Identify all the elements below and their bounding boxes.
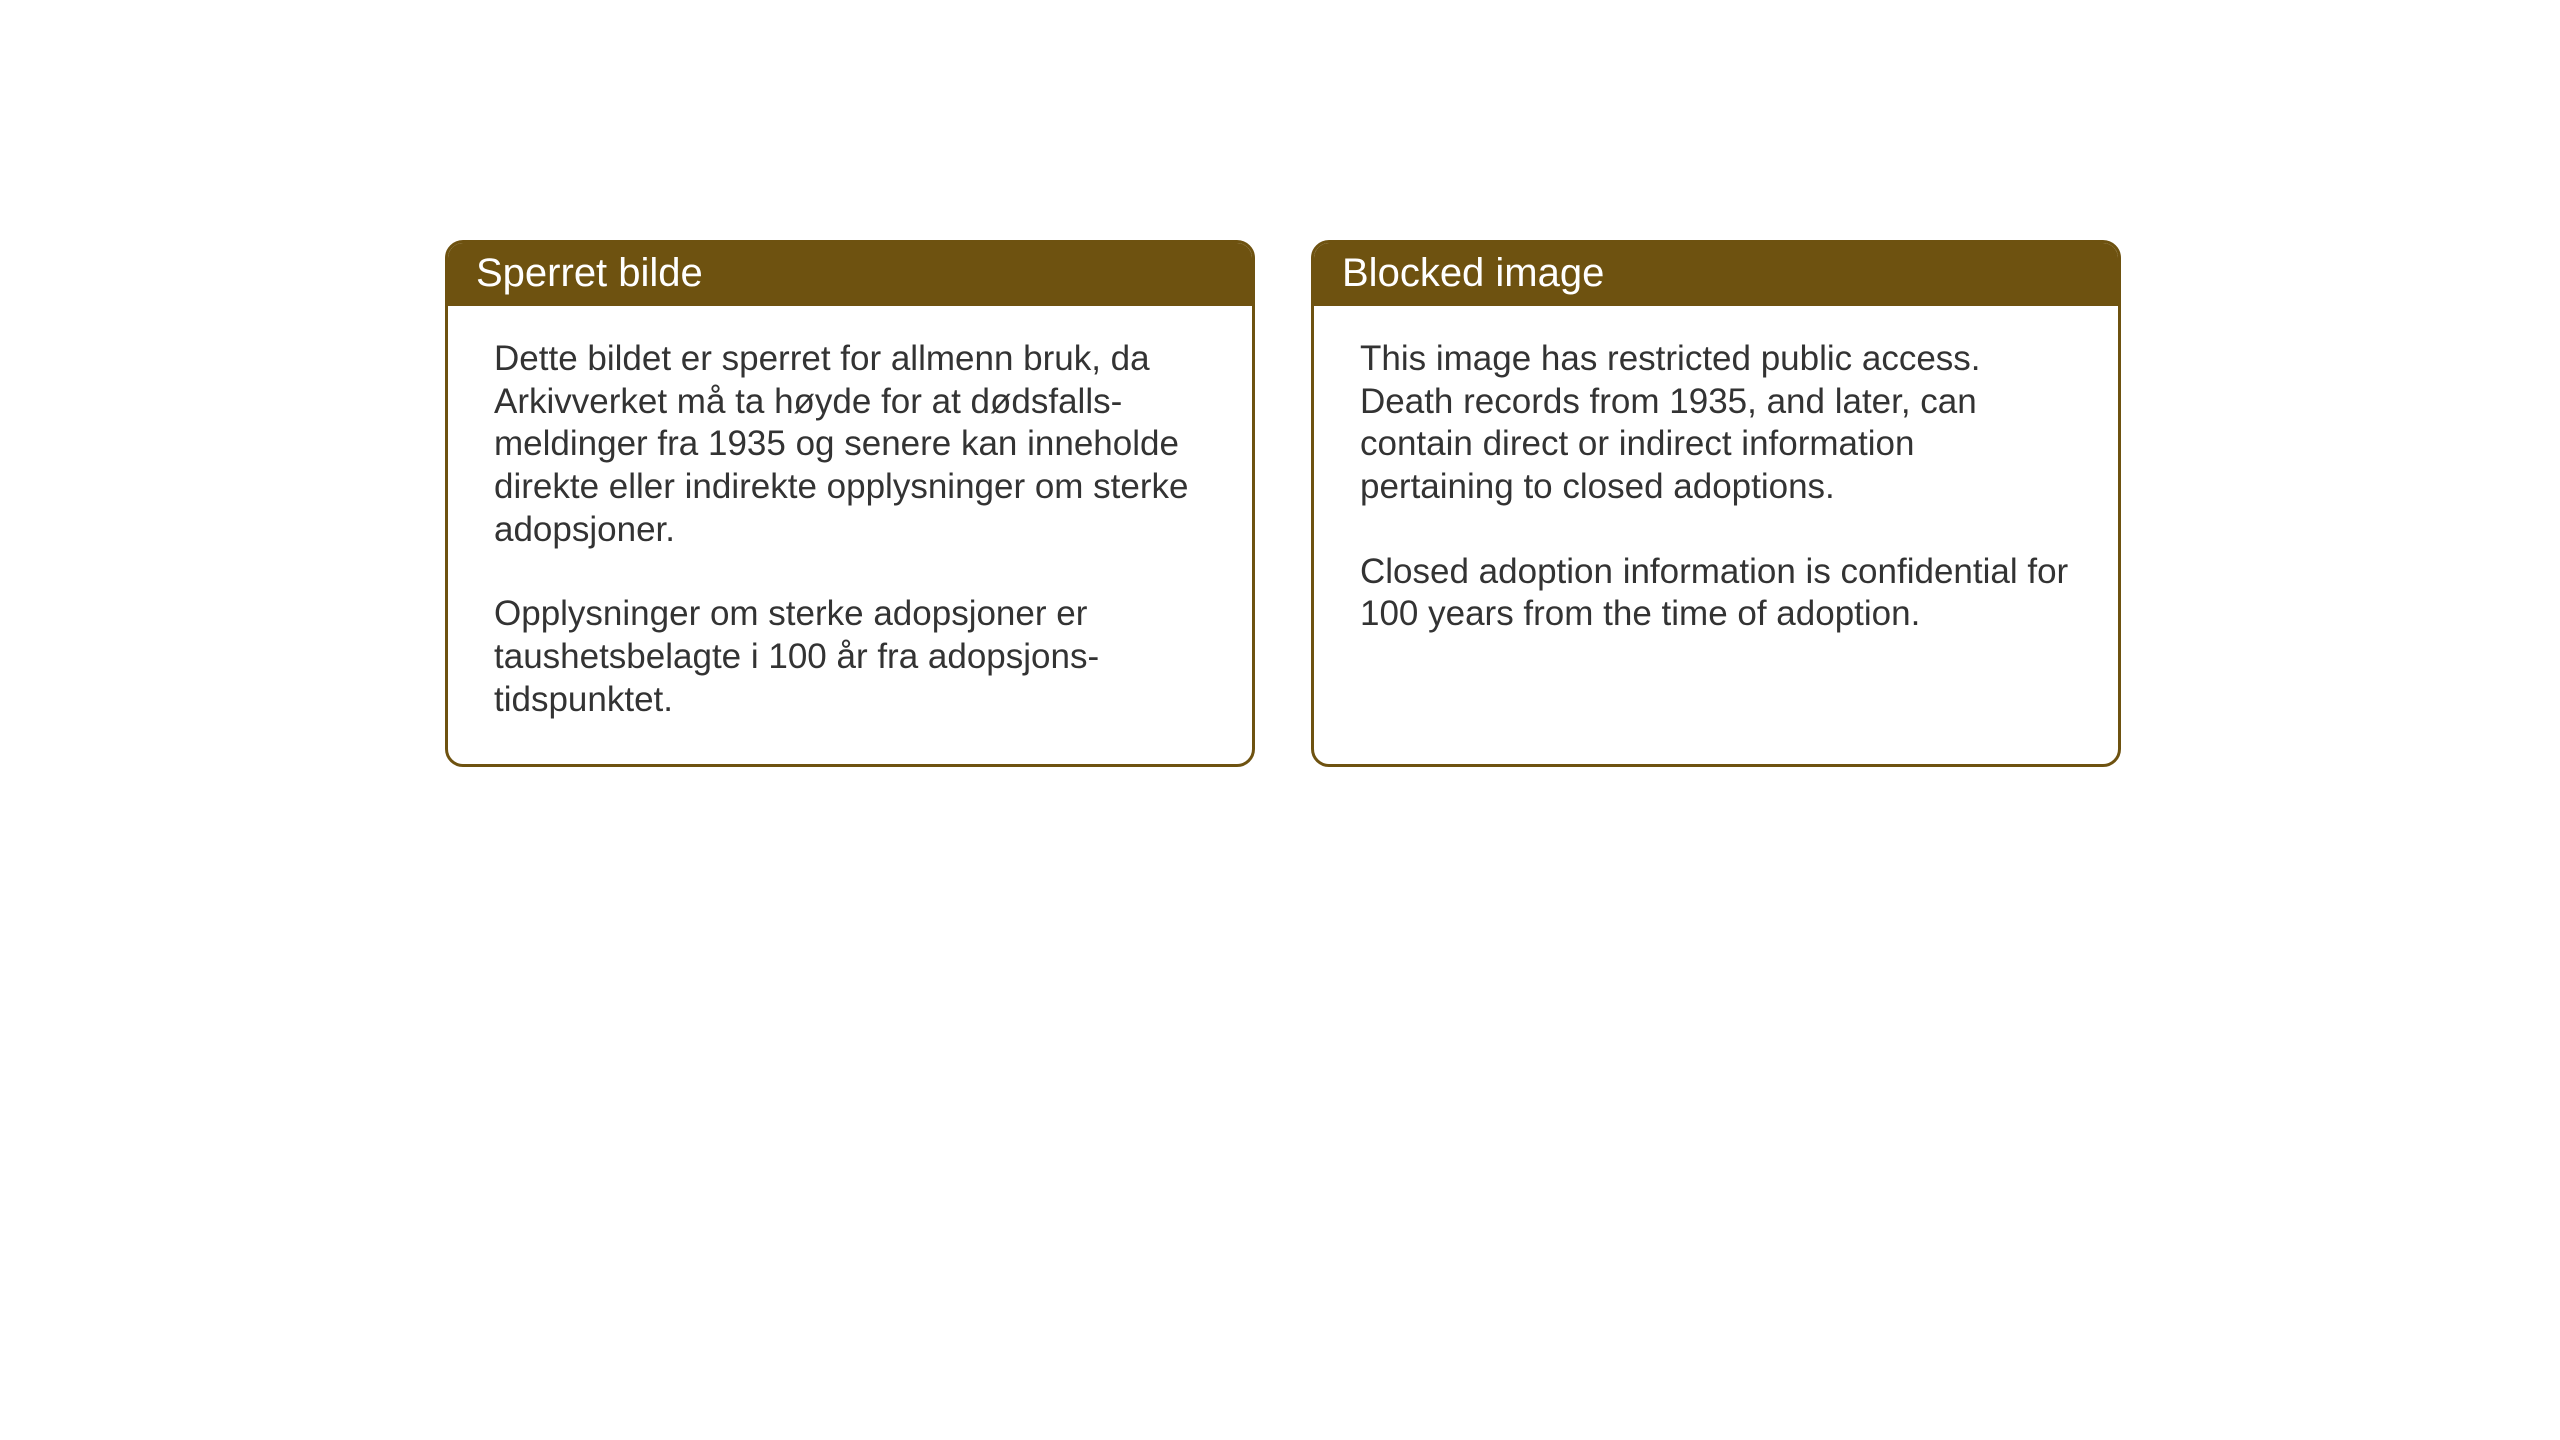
notice-paragraph-2: Opplysninger om sterke adopsjoner er tau…	[494, 593, 1210, 721]
notice-header-norwegian: Sperret bilde	[448, 243, 1252, 306]
notice-title: Sperret bilde	[476, 251, 703, 295]
notice-card-english: Blocked image This image has restricted …	[1311, 240, 2121, 767]
notice-body-norwegian: Dette bildet er sperret for allmenn bruk…	[448, 306, 1252, 764]
notice-card-norwegian: Sperret bilde Dette bildet er sperret fo…	[445, 240, 1255, 767]
notice-paragraph-2: Closed adoption information is confident…	[1360, 551, 2076, 636]
notice-title: Blocked image	[1342, 251, 1604, 295]
notice-header-english: Blocked image	[1314, 243, 2118, 306]
notice-body-english: This image has restricted public access.…	[1314, 306, 2118, 706]
notice-container: Sperret bilde Dette bildet er sperret fo…	[0, 0, 2560, 767]
notice-paragraph-1: Dette bildet er sperret for allmenn bruk…	[494, 338, 1210, 551]
notice-paragraph-1: This image has restricted public access.…	[1360, 338, 2076, 509]
